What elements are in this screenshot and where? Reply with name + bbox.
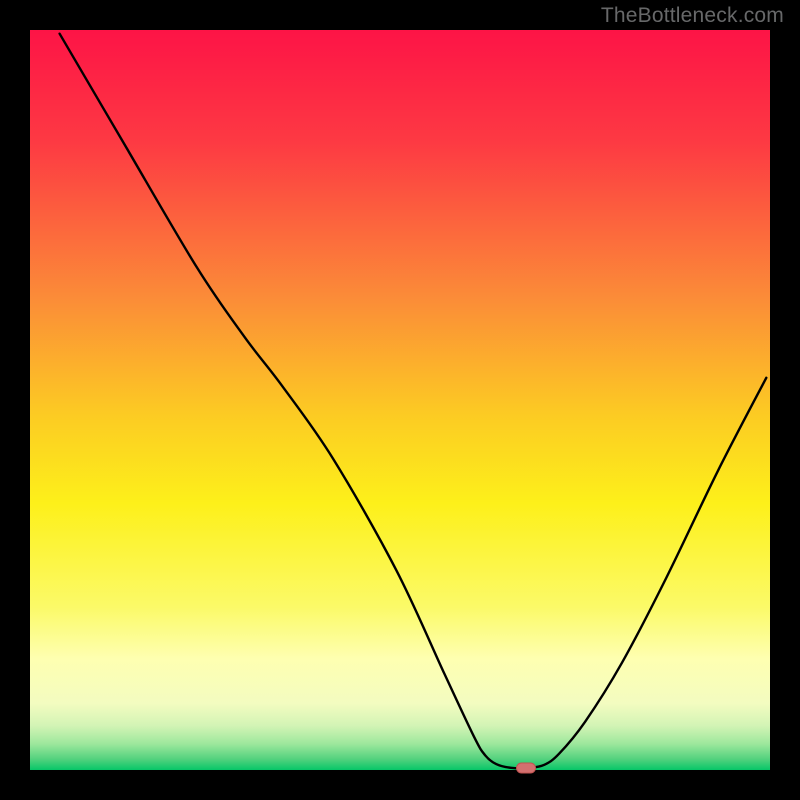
optimal-marker (516, 762, 536, 773)
gradient-background (30, 30, 770, 770)
bottleneck-chart (30, 30, 770, 770)
watermark-text: TheBottleneck.com (601, 4, 784, 28)
chart-svg (30, 30, 770, 770)
